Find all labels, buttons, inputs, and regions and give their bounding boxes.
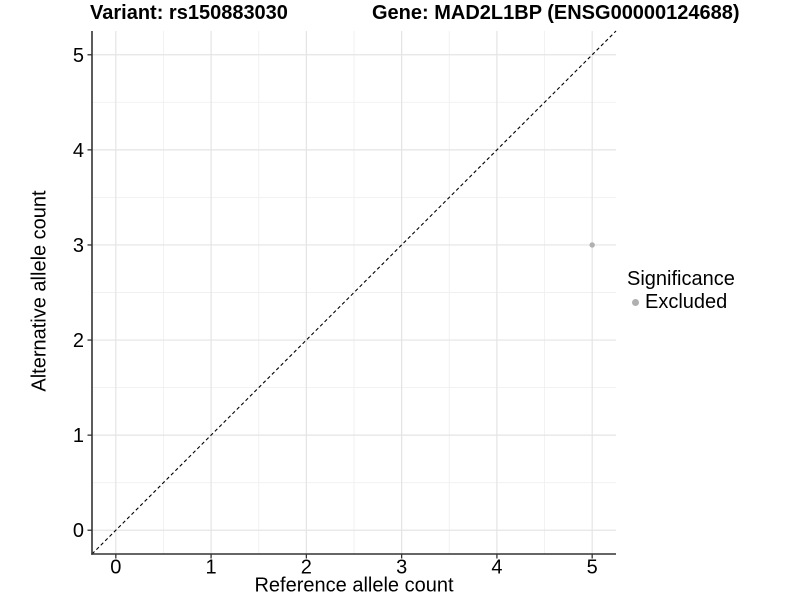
y-tick-label: 3 <box>73 235 84 257</box>
y-tick-label: 5 <box>73 45 84 67</box>
variant-title: Variant: rs150883030 <box>90 2 288 24</box>
y-tick-label: 1 <box>73 425 84 447</box>
identity-dashed-line <box>91 30 617 555</box>
y-tick-label: 0 <box>73 520 84 542</box>
excluded-swatch-icon <box>632 299 639 306</box>
y-axis-label: Alternative allele count <box>28 190 51 392</box>
legend: Significance Excluded <box>627 268 735 314</box>
x-tick-label: 5 <box>587 557 598 579</box>
y-tick-label: 2 <box>73 330 84 352</box>
legend-title: Significance <box>627 268 735 290</box>
x-tick-label: 2 <box>301 557 312 579</box>
y-tick-label: 4 <box>73 140 84 162</box>
x-tick-label: 0 <box>110 557 121 579</box>
data-point <box>589 242 595 248</box>
x-tick-label: 1 <box>206 557 217 579</box>
legend-item-excluded: Excluded <box>627 291 735 314</box>
x-axis-label: Reference allele count <box>254 574 454 597</box>
x-tick-label: 3 <box>396 557 407 579</box>
gene-title: Gene: MAD2L1BP (ENSG00000124688) <box>372 2 740 24</box>
legend-item-label: Excluded <box>645 291 728 313</box>
x-tick-label: 4 <box>491 557 502 579</box>
